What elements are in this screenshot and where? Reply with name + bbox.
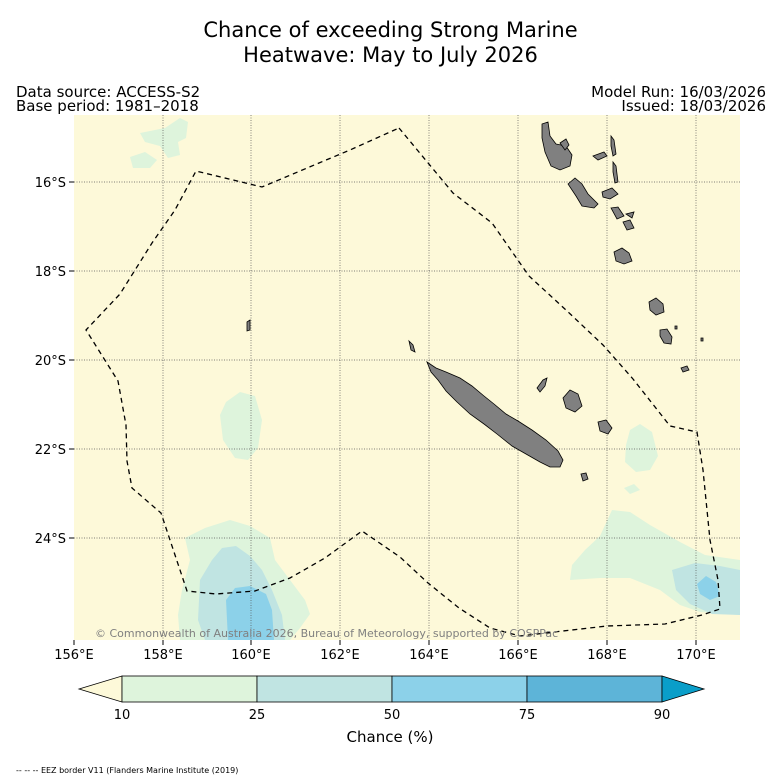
map-gridlines (74, 115, 740, 640)
x-tick-label: 160°E (231, 648, 271, 663)
vanuatu-maewo (610, 134, 617, 157)
copyright-credit: © Commonwealth of Australia 2026, Bureau… (95, 627, 558, 640)
colorbar-tick-label: 25 (249, 708, 266, 723)
vanuatu-efate-north (622, 219, 635, 231)
x-tick-label: 162°E (320, 648, 360, 663)
vanuatu-ambrym (601, 187, 619, 200)
vanuatu-banks (559, 138, 570, 151)
y-tick-label: 22°S (35, 443, 66, 458)
x-tick-label: 164°E (409, 648, 449, 663)
vanuatu-aniwa (700, 337, 704, 342)
new-caledonia-grande-terre (426, 360, 564, 468)
shade-10-25-central (220, 392, 262, 460)
vanuatu-futuna (674, 325, 678, 330)
x-tick-label: 170°E (676, 648, 716, 663)
colorbar-segment-25-50 (256, 675, 393, 703)
vanuatu-ambae (592, 151, 608, 161)
shade-10-25-east-blip (624, 484, 640, 494)
data-source-label: Data source: ACCESS-S2 (16, 83, 201, 101)
y-tick-label: 16°S (35, 176, 66, 191)
colorbar-segment-50-75 (391, 675, 528, 703)
eez-border (85, 127, 721, 637)
base-period-label: Base period: 1981–2018 (16, 97, 199, 115)
loyalty-island-ouvea (536, 377, 548, 393)
colorbar-tick-label: 75 (519, 708, 536, 723)
colorbar-tick-label: 50 (384, 708, 401, 723)
vanuatu-malekula (567, 177, 599, 209)
vanuatu-espiritu-santo (541, 121, 573, 171)
isle-of-pines (580, 472, 589, 482)
vanuatu-pentecost (612, 160, 619, 184)
vanuatu-shepherds (625, 211, 635, 219)
land-masses (246, 121, 704, 482)
model-run-label: Model Run: 16/03/2026 (591, 83, 766, 101)
y-tick-label: 18°S (35, 265, 66, 280)
colorbar-under-arrow (77, 675, 123, 703)
shade-10-25-north-west (130, 152, 157, 168)
shade-10-25-east-small (625, 424, 658, 472)
map-title-line1: Chance of exceeding Strong Marine (203, 18, 578, 42)
axis-ticks (69, 181, 697, 645)
y-tick-labels: 16°S 18°S 20°S 22°S 24°S (35, 176, 66, 547)
shade-10-25-north-small (140, 118, 188, 158)
colorbar-title: Chance (%) (347, 728, 434, 746)
map-title-line2: Heatwave: May to July 2026 (243, 43, 538, 67)
x-tick-labels: 156°E 158°E 160°E 162°E 164°E 166°E 168°… (54, 648, 716, 663)
chesterfield-islet (246, 319, 251, 332)
vanuatu-aneityum (680, 365, 690, 373)
y-tick-label: 20°S (35, 354, 66, 369)
map-title: Chance of exceeding Strong Marine Heatwa… (0, 18, 781, 68)
shade-50-75-south-east (697, 576, 720, 600)
issued-label: Issued: 18/03/2026 (621, 97, 766, 115)
x-tick-label: 166°E (498, 648, 538, 663)
new-caledonia-north-islet (408, 339, 416, 353)
colorbar-segment-10-25 (121, 675, 258, 703)
colorbar: 10 25 50 75 90 Chance (%) (77, 675, 706, 746)
shade-50-75-south-west (226, 586, 274, 640)
colorbar-segment-75-90 (526, 675, 663, 703)
x-tick-label: 158°E (143, 648, 183, 663)
probability-shading (130, 118, 740, 640)
eez-legend-note: -- -- -- EEZ border V11 (Flanders Marine… (16, 766, 239, 775)
colorbar-tick-label: 90 (654, 708, 671, 723)
x-tick-label: 156°E (54, 648, 94, 663)
loyalty-island-lifou (562, 389, 583, 413)
vanuatu-efate (613, 247, 633, 265)
vanuatu-epi (610, 206, 625, 220)
colorbar-over-arrow (661, 675, 706, 703)
y-tick-label: 24°S (35, 532, 66, 547)
loyalty-island-mare (597, 419, 613, 435)
colorbar-tick-label: 10 (114, 708, 131, 723)
vanuatu-erromango (648, 297, 665, 316)
vanuatu-tanna (659, 328, 673, 345)
x-tick-label: 168°E (587, 648, 627, 663)
